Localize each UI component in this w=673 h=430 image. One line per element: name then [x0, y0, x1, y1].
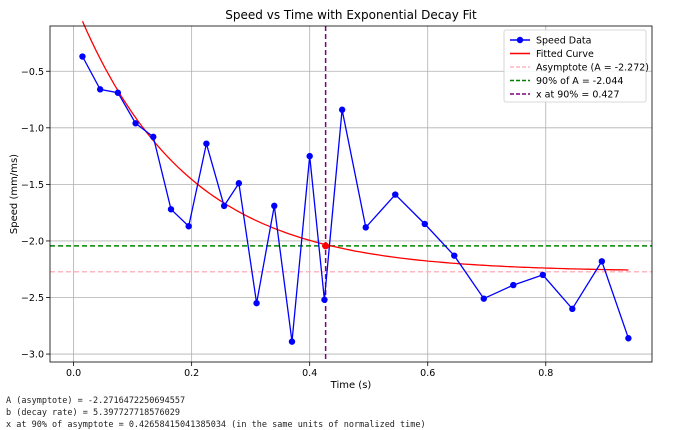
fitted-curve — [81, 21, 629, 271]
y-axis-label: Speed (mm/ms) — [9, 154, 20, 234]
speed-data-point — [338, 106, 346, 113]
legend-speed-data-label: Speed Data — [536, 36, 591, 47]
y-tick-label: −2.5 — [21, 293, 44, 304]
legend-x90-label: x at 90% = 0.427 — [536, 90, 620, 101]
speed-data-point — [185, 223, 192, 230]
ninety-percent-point — [322, 242, 330, 250]
x-tick-label: 0.0 — [66, 368, 81, 379]
speed-data-point — [362, 224, 369, 231]
legend-asymptote-label: Asymptote (A = -2.272) — [536, 63, 649, 74]
speed-data-point — [625, 335, 632, 342]
x-axis-label: Time (s) — [330, 380, 372, 391]
speed-data-point — [392, 191, 399, 198]
x-tick-label: 0.2 — [184, 368, 199, 379]
speed-data-point — [167, 206, 175, 213]
speed-data-point — [150, 133, 157, 141]
output-line-a: A (asymptote) = -2.2716472250694557 — [6, 396, 186, 406]
speed-data-point — [569, 305, 576, 313]
output-line-b: b (decay rate) = 5.397727718576029 — [6, 408, 180, 418]
speed-data-point — [79, 53, 86, 60]
speed-data-point — [132, 120, 139, 127]
chart-title: Speed vs Time with Exponential Decay Fit — [225, 8, 477, 22]
plot-frame — [49, 25, 653, 363]
legend-ninety-percent-label: 90% of A = -2.044 — [536, 76, 623, 87]
y-tick-label: −3.0 — [21, 350, 44, 361]
speed-data-point — [271, 202, 278, 210]
speed-data-point — [321, 296, 328, 303]
speed-data-point — [288, 338, 296, 345]
y-tick-label: −2.0 — [21, 236, 44, 247]
speed-data-line — [81, 56, 630, 342]
speed-data-point — [480, 295, 487, 302]
legend-fitted-curve-label: Fitted Curve — [536, 49, 594, 60]
speed-data-point — [421, 220, 428, 228]
speed-data-point — [306, 152, 313, 160]
speed-data-point — [114, 89, 122, 96]
legend-speed-data-marker — [516, 36, 524, 44]
x-tick-label: 0.6 — [420, 368, 435, 379]
speed-data-point — [598, 258, 606, 265]
speed-data-point — [510, 281, 517, 289]
speed-data-point — [539, 271, 547, 279]
chart: Speed vs Time with Exponential Decay Fit… — [9, 8, 653, 391]
y-tick-label: −0.5 — [21, 67, 44, 78]
y-tick-label: −1.5 — [21, 180, 44, 191]
speed-data-point — [451, 252, 458, 259]
speed-data-point — [253, 299, 260, 307]
speed-data-point — [220, 202, 228, 210]
y-tick-label: −1.0 — [21, 123, 44, 134]
speed-data-point — [203, 140, 210, 147]
output-line-x90: x at 90% of asymptote = 0.42658415041385… — [6, 420, 426, 430]
legend-box — [503, 29, 647, 103]
x-tick-label: 0.4 — [302, 368, 317, 379]
speed-data-point — [96, 86, 104, 93]
x-tick-label: 0.8 — [538, 368, 553, 379]
speed-data-point — [235, 180, 243, 187]
